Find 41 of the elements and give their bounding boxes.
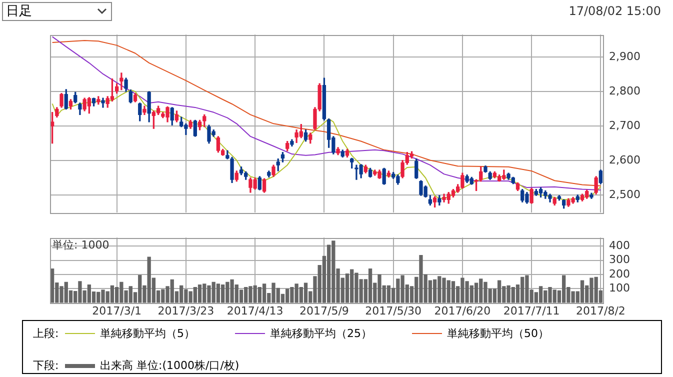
legend-label: 単純移動平均（25）: [270, 327, 372, 341]
bar: [538, 286, 543, 303]
x-tick-label: 2017/6/20: [434, 304, 491, 318]
y-tick-label: 300: [609, 253, 630, 266]
bar: [262, 284, 266, 303]
bar: [368, 268, 372, 303]
bar: [451, 281, 456, 303]
legend-title: 下段:: [33, 359, 60, 373]
legend-label: 単純移動平均（50）: [447, 327, 549, 341]
y-tick-label: 2,600: [609, 153, 640, 166]
y-tick-label: 2,800: [609, 84, 640, 98]
y-tick-label: 100: [609, 281, 630, 294]
bar: [198, 284, 202, 303]
annotation: 単位: 1000: [52, 238, 110, 252]
bar: [580, 280, 584, 303]
text: 17/08/02 15:00: [568, 4, 661, 18]
bar: [474, 282, 478, 303]
y-tick-label: 2,500: [609, 188, 640, 201]
legend-title: 上段:: [33, 327, 60, 341]
chart-title: 日足: [6, 4, 32, 19]
y-tick-label: 2,900: [609, 50, 640, 63]
legend-label: 出来高 単位:(1000株/口/枚): [100, 359, 240, 373]
bar: [345, 274, 350, 303]
legend-label: 単純移動平均（5）: [100, 327, 195, 341]
x-tick-label: 2017/5/30: [365, 304, 422, 318]
y-tick-label: 200: [609, 267, 630, 280]
x-tick-label: 2017/5/9: [299, 304, 349, 318]
y-tick-label: 2,700: [609, 118, 640, 132]
x-tick-label: 2017/4/13: [226, 304, 284, 318]
bar: [216, 284, 220, 303]
x-tick-label: 2017/3/1: [92, 304, 142, 318]
bar: [110, 285, 114, 303]
bar: [304, 282, 308, 303]
x-tick-label: 2017/8/2: [576, 304, 626, 318]
bar: [432, 279, 437, 303]
candlestick: [120, 72, 124, 90]
x-tick-label: 2017/7/11: [503, 304, 560, 318]
bar: [326, 244, 331, 303]
bar: [386, 285, 391, 303]
y-tick-label: 400: [609, 238, 630, 252]
x-tick-label: 2017/3/23: [158, 304, 214, 318]
